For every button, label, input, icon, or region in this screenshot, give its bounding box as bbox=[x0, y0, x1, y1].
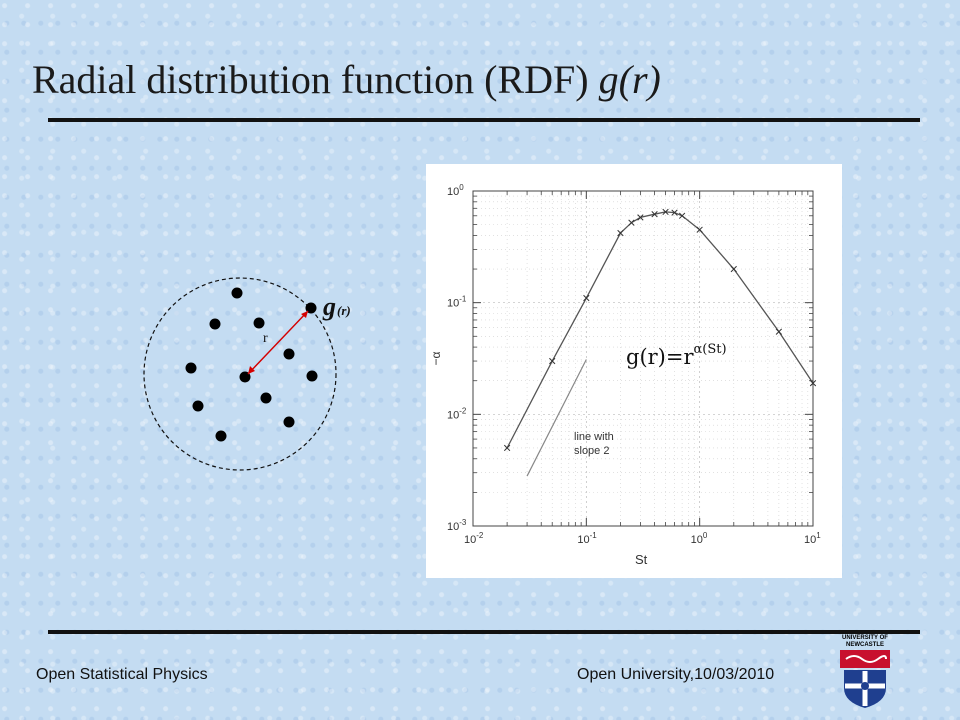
data-point bbox=[671, 209, 678, 216]
data-point bbox=[651, 211, 658, 218]
particle bbox=[283, 416, 295, 428]
data-point bbox=[662, 208, 669, 216]
particle bbox=[260, 392, 272, 404]
equation-base: r bbox=[683, 345, 694, 369]
data-point-stroke bbox=[651, 211, 658, 218]
chart-panel: 10-2 10-1 100 101 10-3 10-2 10-1 100 St −α line w… bbox=[426, 164, 842, 578]
x-tick-label: 101 bbox=[804, 531, 821, 546]
data-point-stroke bbox=[678, 212, 686, 219]
particle bbox=[283, 348, 295, 360]
data-point-stroke bbox=[617, 229, 624, 237]
center-particle bbox=[239, 371, 251, 383]
data-point bbox=[628, 219, 635, 226]
particle bbox=[253, 317, 265, 329]
data-point-stroke bbox=[809, 380, 817, 387]
equation-equals: = bbox=[666, 345, 684, 369]
particle bbox=[306, 370, 318, 382]
slide-title-italic: g(r) bbox=[598, 57, 661, 102]
logo-text: UNIVERSITY OF bbox=[842, 635, 888, 641]
data-point-stroke bbox=[730, 265, 737, 273]
title-divider bbox=[48, 118, 920, 122]
particle bbox=[192, 400, 204, 412]
equation-lhs: g(r) bbox=[626, 345, 666, 369]
data-point-stroke bbox=[775, 328, 783, 335]
data-point-stroke bbox=[628, 219, 635, 226]
data-point-stroke bbox=[662, 208, 669, 216]
particle bbox=[209, 318, 221, 330]
reference-slope-line bbox=[526, 359, 587, 477]
slide-title-text: Radial distribution function (RDF) bbox=[32, 57, 599, 102]
footer-left-text: Open Statistical Physics bbox=[36, 666, 208, 683]
data-point-stroke bbox=[696, 226, 703, 233]
data-point bbox=[583, 294, 590, 302]
y-tick-label: 10-2 bbox=[447, 406, 467, 421]
series-line bbox=[506, 211, 814, 449]
y-tick-label: 10-1 bbox=[447, 295, 467, 310]
data-point-stroke bbox=[583, 294, 590, 302]
series-markers bbox=[503, 208, 817, 452]
equation: g(r)=rα(St) bbox=[626, 342, 727, 369]
r-arrow-head bbox=[301, 311, 308, 318]
equation-exponent: α(St) bbox=[694, 342, 727, 357]
plot-frame bbox=[472, 190, 814, 527]
data-point bbox=[696, 226, 703, 233]
crest-icon bbox=[840, 650, 890, 708]
data-point bbox=[549, 357, 556, 365]
particle bbox=[231, 287, 243, 299]
g-sub-label: (r) bbox=[337, 303, 351, 318]
y-tick-label: 10-3 bbox=[447, 518, 467, 533]
x-tick-label: 10-1 bbox=[577, 531, 597, 546]
y-axis-title: −α bbox=[429, 351, 443, 365]
reference-line-label: slope 2 bbox=[574, 445, 609, 457]
r-arrow-head bbox=[248, 366, 255, 374]
data-point-stroke bbox=[637, 214, 644, 221]
data-point bbox=[503, 444, 511, 452]
reference-line-label: line with bbox=[574, 431, 614, 443]
university-logo: UNIVERSITY OF NEWCASTLE bbox=[830, 632, 900, 712]
data-point bbox=[678, 212, 686, 219]
r-arrow bbox=[247, 310, 309, 375]
particle bbox=[215, 430, 227, 442]
data-point bbox=[730, 265, 737, 273]
data-point bbox=[617, 229, 624, 237]
x-axis-title: St bbox=[635, 552, 648, 567]
footer-divider bbox=[48, 630, 920, 634]
target-particle bbox=[305, 302, 317, 314]
logo-text: NEWCASTLE bbox=[846, 642, 884, 648]
g-label: g bbox=[322, 292, 336, 321]
data-point-stroke bbox=[549, 357, 556, 365]
r-label: r bbox=[263, 331, 268, 346]
data-point bbox=[809, 380, 817, 387]
particle bbox=[185, 362, 197, 374]
data-point bbox=[637, 214, 644, 221]
data-point-stroke bbox=[671, 209, 678, 216]
x-tick-label: 10-2 bbox=[464, 531, 484, 546]
x-tick-label: 100 bbox=[691, 531, 708, 546]
footer-right-text: Open University,10/03/2010 bbox=[577, 666, 775, 683]
slide-title: Radial distribution function (RDF) g(r) bbox=[32, 56, 661, 103]
y-tick-label: 100 bbox=[447, 183, 464, 198]
particle-diagram: r g (r) bbox=[143, 277, 351, 471]
data-point-stroke bbox=[503, 444, 511, 452]
data-point bbox=[775, 328, 783, 335]
boundary-circle bbox=[143, 277, 337, 471]
